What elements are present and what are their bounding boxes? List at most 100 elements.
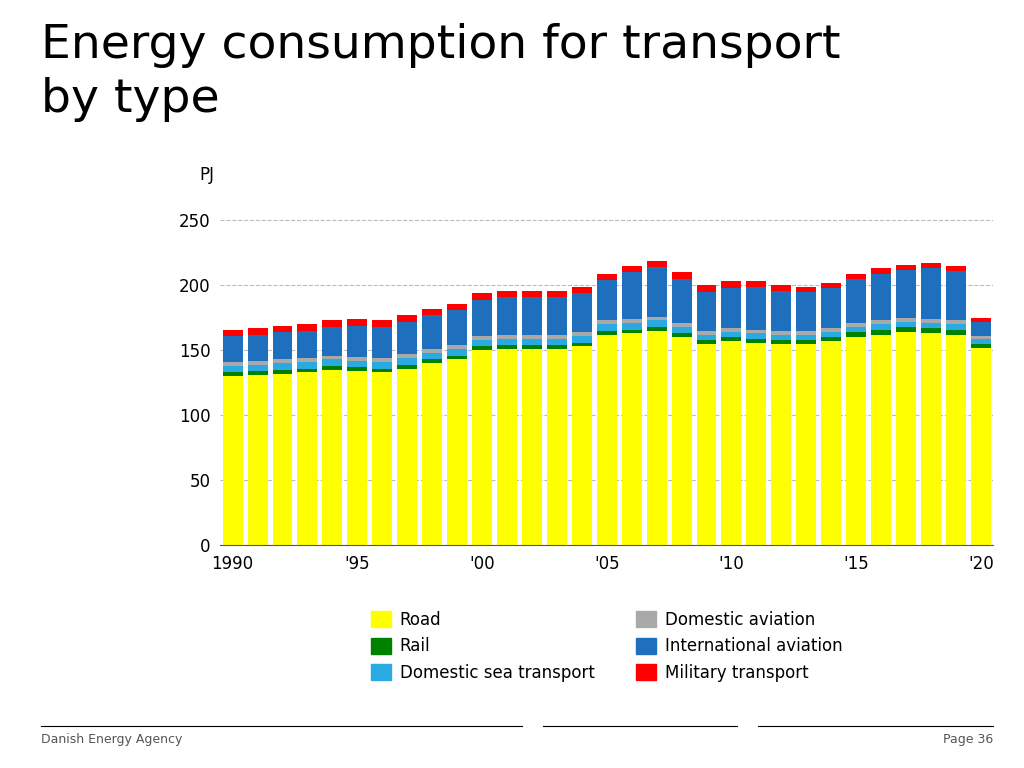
- Bar: [821, 283, 841, 288]
- Bar: [971, 322, 991, 336]
- Bar: [746, 281, 766, 286]
- Bar: [497, 335, 517, 339]
- Bar: [971, 318, 991, 322]
- Bar: [472, 340, 492, 346]
- Bar: [397, 365, 417, 369]
- Bar: [472, 350, 492, 545]
- Bar: [472, 336, 492, 340]
- Bar: [846, 273, 866, 279]
- Bar: [771, 344, 792, 545]
- Bar: [746, 329, 766, 333]
- Bar: [347, 326, 368, 357]
- Bar: [422, 363, 442, 545]
- Bar: [646, 331, 667, 545]
- Bar: [921, 263, 941, 269]
- Bar: [797, 331, 816, 335]
- Bar: [871, 324, 891, 329]
- Bar: [722, 341, 741, 545]
- Bar: [821, 332, 841, 337]
- Bar: [571, 293, 592, 332]
- Bar: [771, 335, 792, 340]
- Bar: [696, 335, 717, 340]
- Bar: [946, 271, 966, 320]
- Bar: [896, 270, 915, 318]
- Bar: [297, 358, 317, 362]
- Bar: [746, 333, 766, 339]
- Bar: [222, 336, 243, 362]
- Bar: [571, 332, 592, 336]
- Bar: [672, 279, 691, 323]
- Bar: [373, 358, 392, 362]
- Bar: [646, 316, 667, 320]
- Bar: [323, 327, 342, 356]
- Bar: [447, 303, 467, 310]
- Bar: [347, 371, 368, 545]
- Bar: [323, 370, 342, 545]
- Bar: [522, 349, 542, 545]
- Bar: [497, 349, 517, 545]
- Bar: [447, 345, 467, 349]
- Bar: [622, 329, 642, 333]
- Bar: [373, 327, 392, 358]
- Bar: [347, 319, 368, 326]
- Bar: [248, 361, 267, 365]
- Bar: [771, 331, 792, 335]
- Bar: [797, 292, 816, 331]
- Bar: [797, 344, 816, 545]
- Bar: [397, 315, 417, 322]
- Bar: [672, 337, 691, 545]
- Bar: [222, 372, 243, 376]
- Bar: [248, 375, 267, 545]
- Bar: [672, 273, 691, 279]
- Bar: [846, 337, 866, 545]
- Bar: [921, 333, 941, 545]
- Bar: [547, 345, 567, 349]
- Bar: [547, 297, 567, 335]
- Bar: [571, 286, 592, 293]
- Bar: [497, 297, 517, 335]
- Bar: [696, 292, 717, 331]
- Bar: [248, 328, 267, 335]
- Bar: [896, 327, 915, 332]
- Bar: [422, 315, 442, 349]
- Bar: [347, 357, 368, 361]
- Bar: [672, 323, 691, 327]
- Bar: [871, 273, 891, 320]
- Bar: [547, 335, 567, 339]
- Bar: [722, 337, 741, 341]
- Bar: [622, 323, 642, 329]
- Bar: [547, 290, 567, 297]
- Bar: [622, 319, 642, 323]
- Bar: [397, 358, 417, 365]
- Bar: [397, 354, 417, 358]
- Bar: [447, 349, 467, 356]
- Bar: [921, 328, 941, 333]
- Bar: [373, 372, 392, 545]
- Bar: [522, 339, 542, 345]
- Bar: [646, 320, 667, 327]
- Bar: [946, 324, 966, 329]
- Bar: [297, 324, 317, 331]
- Bar: [946, 335, 966, 545]
- Bar: [522, 345, 542, 349]
- Bar: [272, 332, 293, 359]
- Bar: [347, 361, 368, 367]
- Bar: [373, 369, 392, 372]
- Bar: [696, 344, 717, 545]
- Bar: [896, 264, 915, 270]
- Bar: [971, 344, 991, 348]
- Bar: [622, 266, 642, 273]
- Bar: [846, 327, 866, 332]
- Bar: [971, 339, 991, 344]
- Bar: [422, 349, 442, 353]
- Text: Page 36: Page 36: [943, 733, 993, 746]
- Bar: [248, 335, 267, 361]
- Bar: [597, 280, 616, 320]
- Bar: [821, 328, 841, 332]
- Bar: [447, 356, 467, 359]
- Bar: [272, 363, 293, 370]
- Bar: [373, 320, 392, 327]
- Bar: [447, 359, 467, 545]
- Bar: [248, 371, 267, 375]
- Bar: [597, 273, 616, 280]
